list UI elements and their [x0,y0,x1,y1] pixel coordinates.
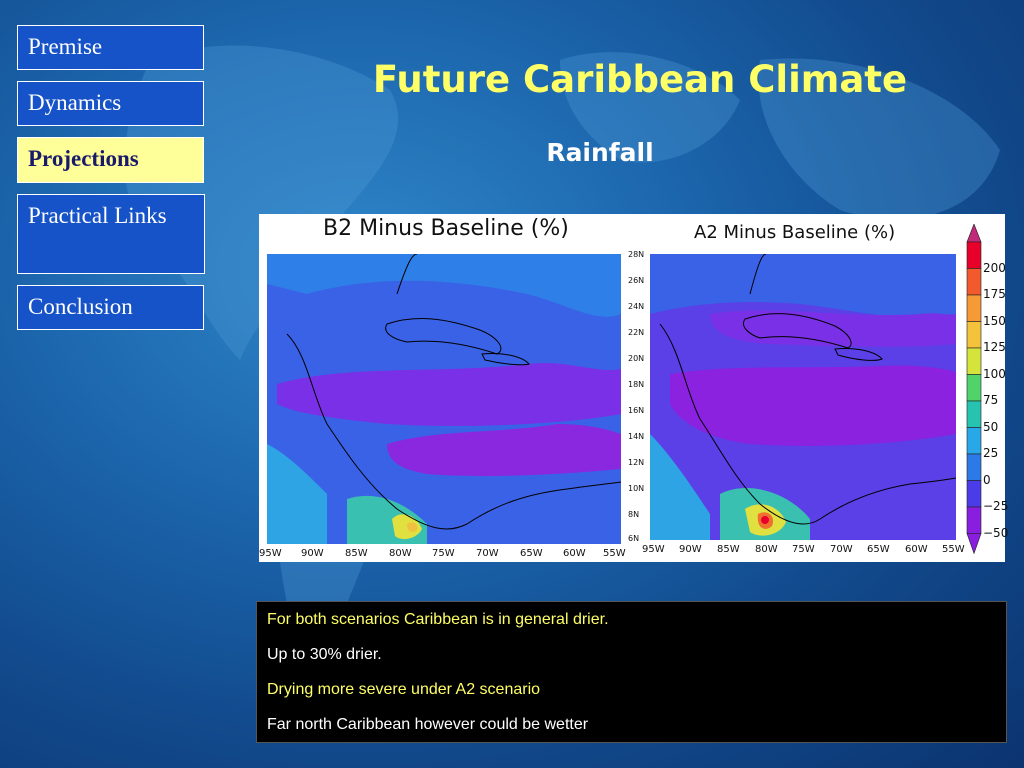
a2-x-tick: 70W [830,544,853,555]
legend-swatch [966,321,982,349]
legend-label: 75 [983,393,999,407]
legend-top-arrow [966,224,982,243]
a2-y-tick: 24N [628,302,645,311]
legend-label: 0 [983,472,991,487]
nav-premise-button[interactable]: Premise [17,25,204,70]
a2-x-tick: 65W [867,544,890,555]
a2-y-tick: 6N [628,534,640,543]
a2-x-tick: 95W [642,544,665,555]
legend-swatch [966,506,982,534]
legend-swatch [966,453,982,481]
legend-labels: 200 175 150 125 100 75 50 25 0 −25 −50 [983,224,1009,562]
legend-label: −50 [983,525,1009,540]
b2-x-tick-labels: 95W 90W 85W 80W 75W 70W 65W 60W 55W [259,548,626,562]
a2-x-tick: 85W [717,544,740,555]
nav-practical-links-button[interactable]: Practical Links [17,194,205,274]
legend-label: −25 [983,499,1009,513]
a2-y-tick-labels: 28N 26N 24N 22N 20N 18N 16N 14N 12N 10N … [628,250,650,543]
rainfall-color-legend [966,224,982,555]
a2-y-tick: 12N [628,458,645,467]
b2-x-tick: 90W [301,548,324,559]
note-line: Up to 30% drier. [267,646,382,663]
a2-y-tick: 28N [628,250,645,259]
a2-y-tick: 26N [628,276,645,285]
b2-rainfall-map [267,254,621,544]
b2-map-panel: B2 Minus Baseline (%) 95W 90W 85W 80W 75… [259,214,626,562]
nav-dynamics-button[interactable]: Dynamics [17,81,204,126]
b2-x-tick: 85W [345,548,368,559]
b2-x-tick: 95W [259,548,282,559]
a2-map-title: A2 Minus Baseline (%) [694,222,896,243]
a2-y-tick: 20N [628,354,645,363]
a2-y-tick: 14N [628,432,645,441]
slide-subtitle: Rainfall [546,138,654,167]
b2-map-title: B2 Minus Baseline (%) [323,216,569,241]
a2-map-panel: A2 Minus Baseline (%) 28N 26N 24N 22N 20… [626,214,1009,562]
legend-label: 100 [983,366,1006,381]
a2-x-tick: 75W [792,544,815,555]
note-line: Drying more severe under A2 scenario [267,681,541,698]
legend-swatch [966,241,982,269]
a2-y-tick: 10N [628,484,645,493]
legend-label: 125 [983,340,1006,354]
a2-x-tick: 60W [905,544,928,555]
nav-projections-button[interactable]: Projections [17,137,204,183]
legend-label: 175 [983,287,1006,301]
a2-rainfall-map [650,254,956,540]
a2-x-tick: 90W [679,544,702,555]
b2-x-tick: 75W [432,548,455,559]
note-line: Far north Caribbean however could be wet… [267,716,589,733]
legend-swatch [966,294,982,322]
a2-y-tick: 18N [628,380,645,389]
a2-x-tick: 80W [755,544,778,555]
legend-swatch [966,268,982,296]
legend-swatch [966,480,982,508]
legend-label: 50 [983,419,999,434]
legend-swatch [966,400,982,428]
legend-swatch [966,347,982,375]
b2-x-tick: 60W [563,548,586,559]
legend-bottom-arrow [966,533,982,555]
b2-x-tick: 65W [520,548,543,559]
legend-swatch [966,374,982,402]
a2-y-tick: 22N [628,328,645,337]
b2-x-tick: 55W [603,548,626,559]
legend-label: 150 [983,313,1006,328]
legend-label: 25 [983,446,999,460]
b2-x-tick: 80W [389,548,412,559]
nav-conclusion-button[interactable]: Conclusion [17,285,204,330]
legend-label: 200 [983,260,1006,275]
a2-x-tick: 55W [942,544,965,555]
a2-y-tick: 16N [628,406,645,415]
note-line: For both scenarios Caribbean is in gener… [267,611,609,628]
b2-x-tick: 70W [476,548,499,559]
legend-swatch [966,427,982,455]
a2-x-tick-labels: 95W 90W 85W 80W 75W 70W 65W 60W 55W [626,544,966,558]
notes-box: For both scenarios Caribbean is in gener… [256,601,1007,743]
slide-title: Future Caribbean Climate [372,58,908,101]
a2-y-tick: 8N [628,510,640,519]
